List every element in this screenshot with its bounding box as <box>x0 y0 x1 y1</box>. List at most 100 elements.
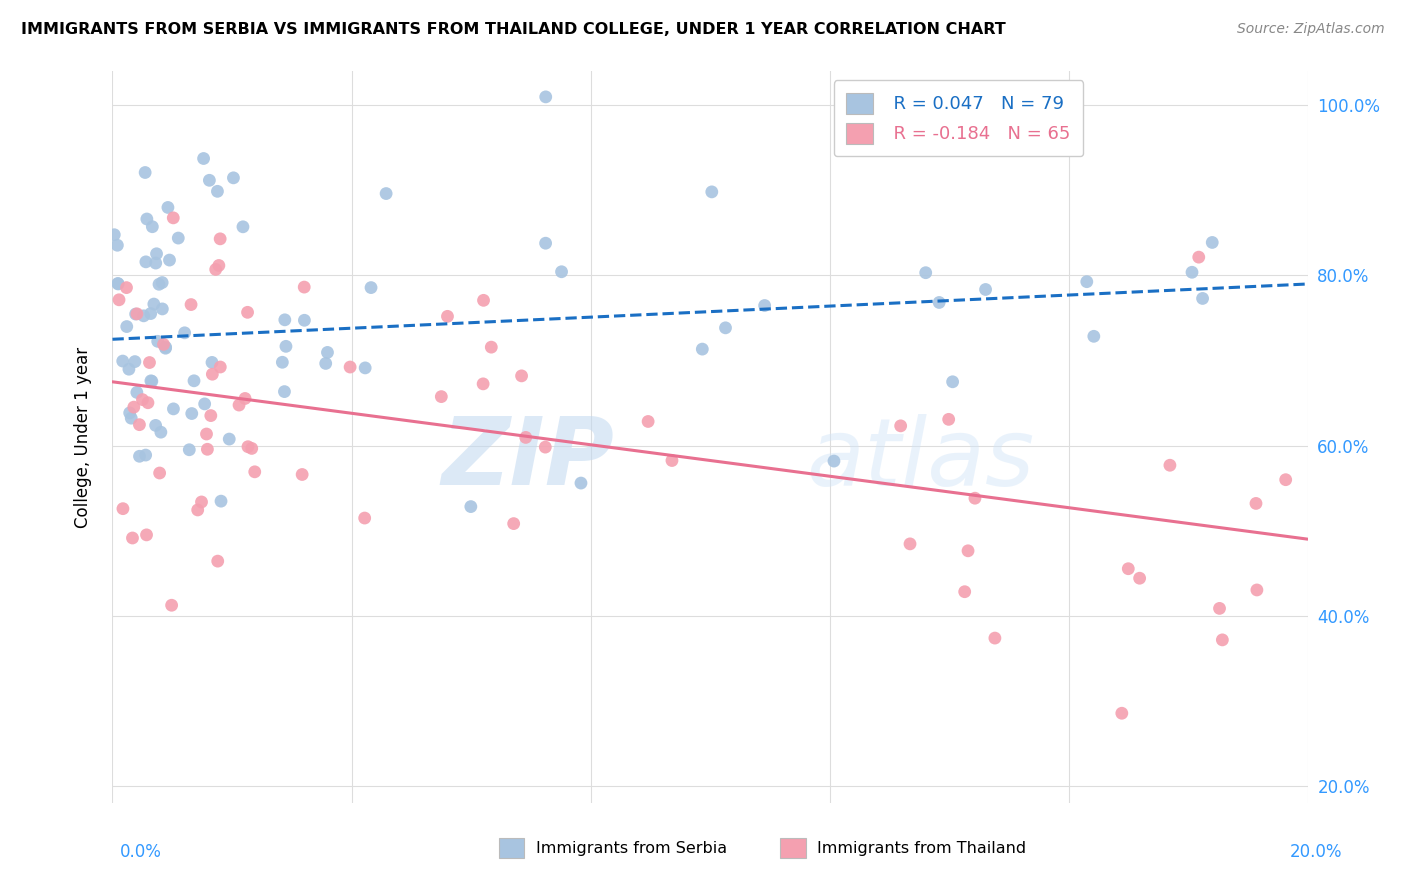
Point <box>534 90 557 104</box>
Point <box>135 528 157 542</box>
Point <box>661 453 683 467</box>
Point <box>472 293 495 308</box>
Point <box>692 342 714 356</box>
Point <box>162 211 184 225</box>
Point <box>105 238 128 252</box>
Point <box>121 531 143 545</box>
Point <box>1181 265 1204 279</box>
Point <box>139 307 162 321</box>
Point <box>472 376 495 391</box>
Point <box>890 418 912 433</box>
Point <box>180 297 202 311</box>
Point <box>436 310 458 324</box>
Point <box>145 418 167 433</box>
Point <box>534 440 557 454</box>
Point <box>236 440 259 454</box>
Point <box>479 340 502 354</box>
Point <box>974 283 997 297</box>
Text: IMMIGRANTS FROM SERBIA VS IMMIGRANTS FROM THAILAND COLLEGE, UNDER 1 YEAR CORRELA: IMMIGRANTS FROM SERBIA VS IMMIGRANTS FRO… <box>21 22 1005 37</box>
Point <box>228 398 250 412</box>
Point <box>1201 235 1223 250</box>
Point <box>550 265 572 279</box>
Point <box>194 397 217 411</box>
Point <box>1188 250 1211 264</box>
Point <box>180 407 202 421</box>
FancyBboxPatch shape <box>780 838 806 858</box>
Point <box>198 173 221 187</box>
Point <box>146 334 169 349</box>
Point <box>135 212 157 227</box>
Point <box>134 165 156 179</box>
Point <box>162 401 184 416</box>
Point <box>207 554 229 568</box>
Point <box>714 321 737 335</box>
Point <box>375 186 398 201</box>
Point <box>1083 329 1105 343</box>
Point <box>148 277 170 292</box>
Point <box>149 425 172 439</box>
Text: 0.0%: 0.0% <box>120 843 162 861</box>
Point <box>209 359 232 374</box>
Point <box>569 476 592 491</box>
Point <box>823 454 845 468</box>
Point <box>898 537 921 551</box>
Point <box>292 280 315 294</box>
Point <box>984 631 1007 645</box>
Point <box>1274 473 1296 487</box>
Point <box>1246 582 1268 597</box>
Point <box>142 297 165 311</box>
Point <box>273 384 295 399</box>
Point <box>135 448 157 462</box>
Point <box>131 392 153 407</box>
Point <box>120 411 142 425</box>
Point <box>103 227 125 242</box>
Text: Immigrants from Serbia: Immigrants from Serbia <box>536 841 727 855</box>
Legend:   R = 0.047   N = 79,   R = -0.184   N = 65: R = 0.047 N = 79, R = -0.184 N = 65 <box>834 80 1084 156</box>
Point <box>155 340 177 354</box>
Point <box>534 236 557 251</box>
Point <box>914 266 936 280</box>
Y-axis label: College, Under 1 year: College, Under 1 year <box>73 346 91 528</box>
Point <box>1211 632 1233 647</box>
Point <box>159 253 181 268</box>
Point <box>139 374 162 388</box>
Point <box>124 307 146 321</box>
Point <box>107 277 129 291</box>
Point <box>209 232 232 246</box>
Point <box>430 390 453 404</box>
Point <box>128 450 150 464</box>
Point <box>236 305 259 319</box>
Point <box>354 360 377 375</box>
Point <box>1129 571 1152 585</box>
Point <box>316 345 339 359</box>
Point <box>118 406 141 420</box>
Point <box>271 355 294 369</box>
Point <box>111 354 134 368</box>
Point <box>515 430 537 444</box>
Point <box>218 432 240 446</box>
Point <box>128 417 150 432</box>
Point <box>942 375 965 389</box>
Point <box>150 301 173 316</box>
Point <box>232 219 254 234</box>
Point <box>502 516 524 531</box>
Point <box>1076 275 1098 289</box>
Point <box>155 341 177 355</box>
Point <box>141 374 163 388</box>
Point <box>111 501 134 516</box>
Point <box>132 309 155 323</box>
Point <box>353 511 375 525</box>
Point <box>152 337 174 351</box>
Point <box>197 442 219 457</box>
Point <box>167 231 190 245</box>
Point <box>1208 601 1230 615</box>
Point <box>274 339 297 353</box>
Point <box>754 298 776 312</box>
Point <box>187 503 209 517</box>
Point <box>201 355 224 369</box>
Point <box>207 184 229 198</box>
Point <box>201 368 224 382</box>
Point <box>957 543 980 558</box>
Point <box>208 259 231 273</box>
Point <box>204 262 226 277</box>
